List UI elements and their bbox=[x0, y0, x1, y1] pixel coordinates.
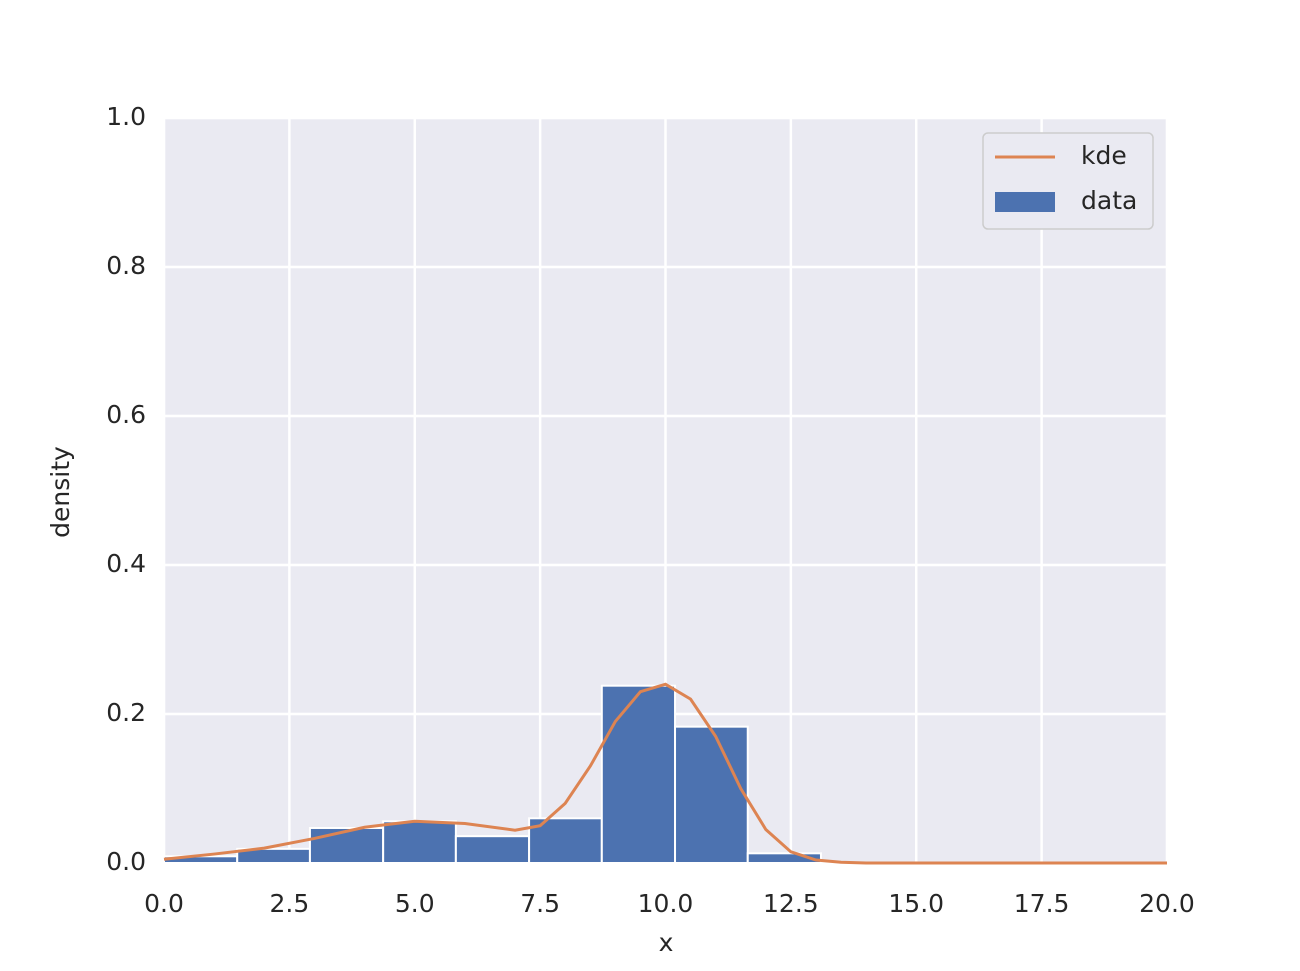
bar bbox=[600, 684, 677, 864]
legend-data-swatch bbox=[995, 192, 1055, 212]
legend-label: data bbox=[1081, 186, 1137, 215]
x-tick-label: 10.0 bbox=[638, 889, 694, 918]
bar bbox=[674, 725, 749, 864]
x-tick-label: 12.5 bbox=[763, 889, 819, 918]
y-tick-label: 1.0 bbox=[106, 102, 146, 131]
x-axis-label: x bbox=[659, 928, 674, 957]
y-tick-label: 0.4 bbox=[106, 549, 146, 578]
y-tick-label: 0.8 bbox=[106, 251, 146, 280]
bar bbox=[454, 835, 531, 864]
bar bbox=[746, 852, 822, 865]
x-tick-label: 0.0 bbox=[144, 889, 184, 918]
y-tick-label: 0.6 bbox=[106, 400, 146, 429]
x-tick-label: 5.0 bbox=[395, 889, 435, 918]
y-tick-label: 0.0 bbox=[106, 847, 146, 876]
x-tick-label: 15.0 bbox=[888, 889, 944, 918]
kde-line bbox=[163, 682, 1167, 865]
bar bbox=[308, 826, 385, 864]
y-tick-label: 0.2 bbox=[106, 698, 146, 727]
x-tick-label: 2.5 bbox=[269, 889, 309, 918]
x-tick-label: 20.0 bbox=[1139, 889, 1195, 918]
x-tick-label: 7.5 bbox=[520, 889, 560, 918]
y-axis-label: density bbox=[46, 446, 75, 538]
x-tick-label: 17.5 bbox=[1014, 889, 1070, 918]
legend-label: kde bbox=[1081, 141, 1127, 170]
bar bbox=[382, 820, 457, 865]
